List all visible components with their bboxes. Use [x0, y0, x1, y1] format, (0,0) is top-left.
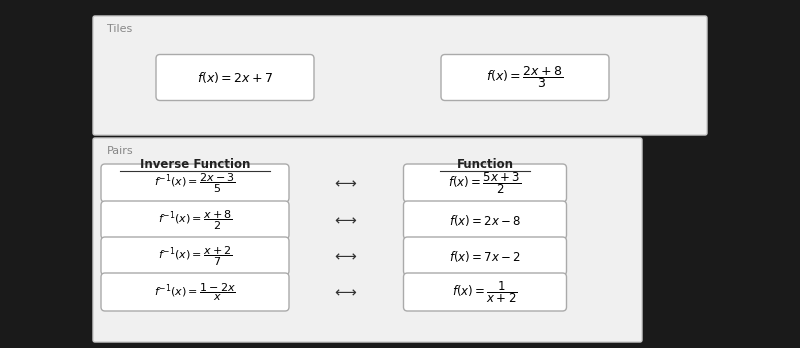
- FancyBboxPatch shape: [101, 164, 289, 202]
- FancyBboxPatch shape: [403, 164, 566, 202]
- FancyBboxPatch shape: [156, 55, 314, 101]
- Text: $f(x) = \dfrac{1}{x+2}$: $f(x) = \dfrac{1}{x+2}$: [452, 279, 518, 305]
- FancyBboxPatch shape: [403, 273, 566, 311]
- Text: $f(x) = \dfrac{5x+3}{2}$: $f(x) = \dfrac{5x+3}{2}$: [449, 170, 522, 196]
- Text: $\longleftrightarrow$: $\longleftrightarrow$: [332, 248, 358, 263]
- FancyBboxPatch shape: [403, 201, 566, 239]
- FancyBboxPatch shape: [101, 273, 289, 311]
- Text: $f^{-1}(x) = \dfrac{1-2x}{x}$: $f^{-1}(x) = \dfrac{1-2x}{x}$: [154, 281, 236, 303]
- Text: Tiles: Tiles: [107, 24, 132, 34]
- Text: $f(x) = 7x - 2$: $f(x) = 7x - 2$: [449, 248, 521, 263]
- FancyBboxPatch shape: [101, 237, 289, 275]
- Text: $f(x) = \dfrac{2x+8}{3}$: $f(x) = \dfrac{2x+8}{3}$: [486, 64, 564, 90]
- Text: Inverse Function: Inverse Function: [140, 158, 250, 171]
- FancyBboxPatch shape: [101, 201, 289, 239]
- Text: Pairs: Pairs: [107, 146, 134, 156]
- Text: $f^{-1}(x) = \dfrac{x+2}{7}$: $f^{-1}(x) = \dfrac{x+2}{7}$: [158, 244, 232, 268]
- Text: Function: Function: [457, 158, 514, 171]
- Text: $f^{-1}(x) = \dfrac{x+8}{2}$: $f^{-1}(x) = \dfrac{x+8}{2}$: [158, 208, 232, 232]
- FancyBboxPatch shape: [93, 138, 642, 342]
- FancyBboxPatch shape: [403, 237, 566, 275]
- FancyBboxPatch shape: [441, 55, 609, 101]
- FancyBboxPatch shape: [93, 16, 707, 135]
- Text: $f(x) = 2x - 8$: $f(x) = 2x - 8$: [449, 213, 521, 228]
- Text: $\longleftrightarrow$: $\longleftrightarrow$: [332, 213, 358, 228]
- Text: $f(x) = 2x + 7$: $f(x) = 2x + 7$: [197, 70, 274, 85]
- Text: $f^{-1}(x) = \dfrac{2x-3}{5}$: $f^{-1}(x) = \dfrac{2x-3}{5}$: [154, 171, 236, 195]
- Text: $\longleftrightarrow$: $\longleftrightarrow$: [332, 285, 358, 300]
- Text: $\longleftrightarrow$: $\longleftrightarrow$: [332, 175, 358, 190]
